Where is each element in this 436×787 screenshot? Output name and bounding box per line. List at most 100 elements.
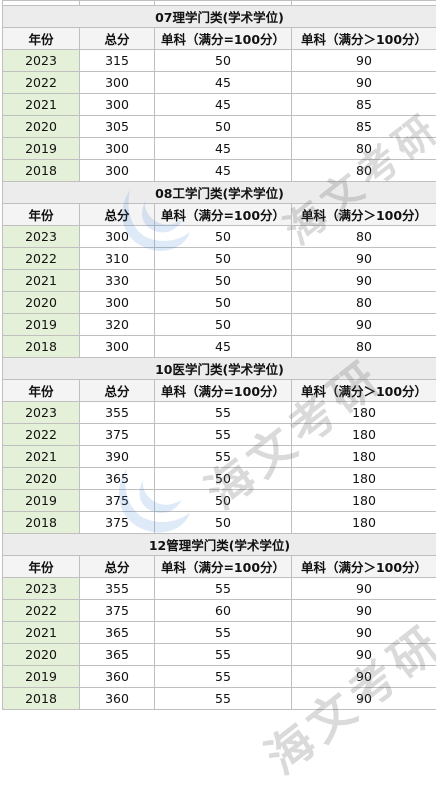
total-score-cell: 300 <box>80 94 155 116</box>
single-subject-100-cell: 45 <box>155 336 292 358</box>
year-cell: 2020 <box>3 116 80 138</box>
total-score-cell: 355 <box>80 578 155 600</box>
single-subject-over-100-cell: 80 <box>292 292 436 314</box>
single-subject-over-100-cell: 80 <box>292 226 436 248</box>
total-score-cell: 300 <box>80 292 155 314</box>
single-subject-over-100-cell: 80 <box>292 336 436 358</box>
single-subject-over-100-cell: 90 <box>292 270 436 292</box>
single-subject-over-100-cell: 90 <box>292 578 436 600</box>
year-cell: 2022 <box>3 248 80 270</box>
total-score-cell: 365 <box>80 468 155 490</box>
total-score-cell: 300 <box>80 226 155 248</box>
single-subject-100-cell: 50 <box>155 512 292 534</box>
single-subject-over-100-cell: 180 <box>292 468 436 490</box>
column-header: 单科（满分=100分） <box>155 28 292 50</box>
year-cell: 2023 <box>3 402 80 424</box>
column-header: 单科（满分=100分） <box>155 556 292 578</box>
section-title: 07理学门类(学术学位) <box>3 6 436 28</box>
section-title-row: 10医学门类(学术学位) <box>3 358 436 380</box>
year-cell: 2021 <box>3 270 80 292</box>
single-subject-over-100-cell: 180 <box>292 490 436 512</box>
section-title: 08工学门类(学术学位) <box>3 182 436 204</box>
single-subject-100-cell: 50 <box>155 468 292 490</box>
single-subject-over-100-cell: 90 <box>292 314 436 336</box>
single-subject-100-cell: 50 <box>155 270 292 292</box>
section-title: 12管理学门类(学术学位) <box>3 534 436 556</box>
total-score-cell: 300 <box>80 72 155 94</box>
single-subject-over-100-cell: 90 <box>292 50 436 72</box>
single-subject-over-100-cell: 85 <box>292 116 436 138</box>
single-subject-over-100-cell: 80 <box>292 160 436 182</box>
single-subject-over-100-cell: 90 <box>292 622 436 644</box>
total-score-cell: 360 <box>80 688 155 710</box>
year-cell: 2022 <box>3 424 80 446</box>
single-subject-100-cell: 50 <box>155 226 292 248</box>
year-cell: 2022 <box>3 600 80 622</box>
total-score-cell: 300 <box>80 336 155 358</box>
single-subject-100-cell: 50 <box>155 314 292 336</box>
single-subject-100-cell: 60 <box>155 600 292 622</box>
total-score-cell: 360 <box>80 666 155 688</box>
year-cell: 2019 <box>3 138 80 160</box>
single-subject-100-cell: 50 <box>155 50 292 72</box>
column-header: 单科（满分＞100分） <box>292 380 436 402</box>
single-subject-over-100-cell: 90 <box>292 644 436 666</box>
single-subject-over-100-cell: 90 <box>292 688 436 710</box>
column-header: 年份 <box>3 204 80 226</box>
total-score-cell: 315 <box>80 50 155 72</box>
total-score-cell: 375 <box>80 512 155 534</box>
single-subject-over-100-cell: 85 <box>292 94 436 116</box>
single-subject-over-100-cell: 90 <box>292 666 436 688</box>
column-header: 年份 <box>3 28 80 50</box>
single-subject-100-cell: 50 <box>155 248 292 270</box>
total-score-cell: 390 <box>80 446 155 468</box>
year-cell: 2021 <box>3 446 80 468</box>
column-header-row: 年份总分单科（满分=100分）单科（满分＞100分） <box>3 204 436 226</box>
single-subject-over-100-cell: 90 <box>292 248 436 270</box>
column-header: 单科（满分=100分） <box>155 380 292 402</box>
single-subject-100-cell: 55 <box>155 424 292 446</box>
score-line-page: 07理学门类(学术学位)年份总分单科（满分=100分）单科（满分＞100分）20… <box>0 0 436 713</box>
score-line-table: 07理学门类(学术学位)年份总分单科（满分=100分）单科（满分＞100分）20… <box>2 0 436 710</box>
total-score-cell: 355 <box>80 402 155 424</box>
column-header-row: 年份总分单科（满分=100分）单科（满分＞100分） <box>3 28 436 50</box>
column-header-row: 年份总分单科（满分=100分）单科（满分＞100分） <box>3 556 436 578</box>
year-cell: 2021 <box>3 94 80 116</box>
total-score-cell: 375 <box>80 600 155 622</box>
section-title-row: 12管理学门类(学术学位) <box>3 534 436 556</box>
year-cell: 2018 <box>3 512 80 534</box>
total-score-cell: 375 <box>80 424 155 446</box>
year-cell: 2023 <box>3 578 80 600</box>
total-score-cell: 305 <box>80 116 155 138</box>
column-header: 单科（满分＞100分） <box>292 556 436 578</box>
single-subject-over-100-cell: 180 <box>292 424 436 446</box>
column-header: 单科（满分＞100分） <box>292 28 436 50</box>
column-header: 总分 <box>80 28 155 50</box>
year-cell: 2020 <box>3 468 80 490</box>
year-cell: 2023 <box>3 226 80 248</box>
year-cell: 2020 <box>3 292 80 314</box>
year-cell: 2020 <box>3 644 80 666</box>
column-header: 总分 <box>80 204 155 226</box>
year-cell: 2019 <box>3 314 80 336</box>
column-header-row: 年份总分单科（满分=100分）单科（满分＞100分） <box>3 380 436 402</box>
single-subject-over-100-cell: 180 <box>292 446 436 468</box>
column-header: 单科（满分＞100分） <box>292 204 436 226</box>
column-header: 年份 <box>3 380 80 402</box>
